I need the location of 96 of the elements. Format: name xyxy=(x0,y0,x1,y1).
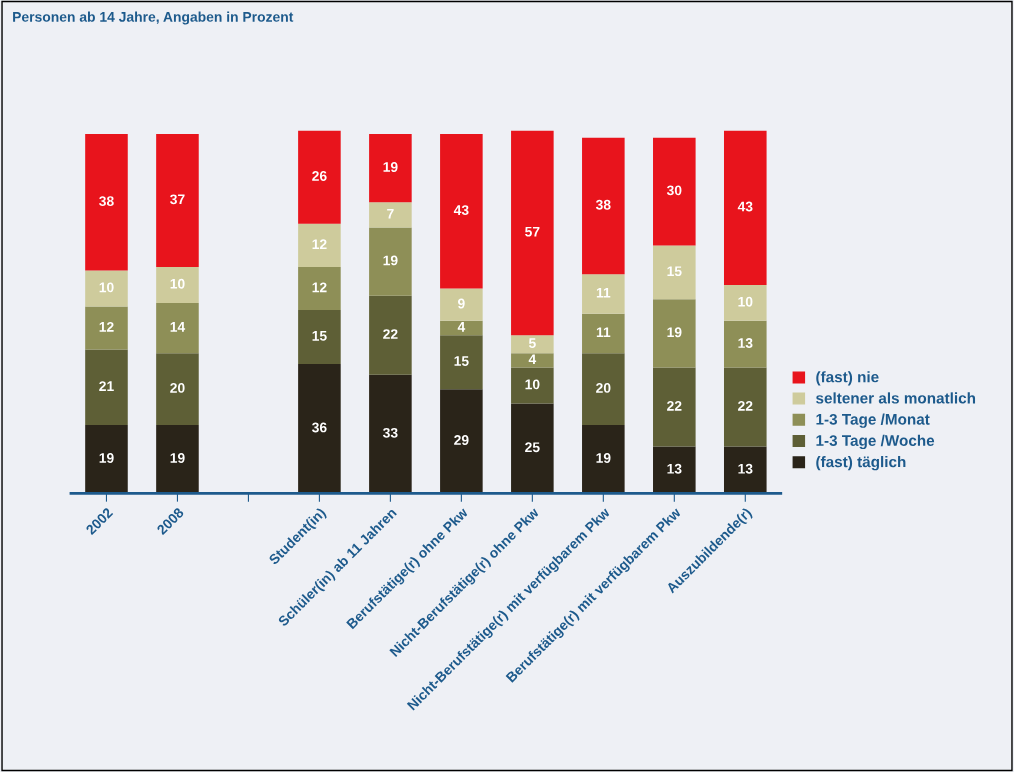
data-label: 20 xyxy=(170,383,185,393)
data-label: 4 xyxy=(457,322,466,332)
bar xyxy=(156,266,199,303)
data-label: 5 xyxy=(528,338,536,348)
data-label: 57 xyxy=(525,226,540,237)
data-label: 15 xyxy=(312,331,327,341)
bar xyxy=(369,374,412,494)
bar xyxy=(85,349,128,426)
data-label: 21 xyxy=(99,381,114,391)
data-label: 20 xyxy=(596,383,611,393)
data-label: 11 xyxy=(596,287,611,298)
data-label: 13 xyxy=(738,463,753,474)
data-label: 14 xyxy=(170,322,186,332)
legend-label: (fast) täglich xyxy=(816,456,906,471)
bar xyxy=(440,335,483,390)
bar xyxy=(511,130,554,336)
data-label: 33 xyxy=(382,427,398,438)
data-label: 38 xyxy=(99,196,114,207)
legend-label: seltener als monatlich xyxy=(816,392,976,404)
bar xyxy=(582,313,625,354)
bar xyxy=(298,266,341,311)
data-label: 12 xyxy=(312,239,327,250)
bar xyxy=(156,134,199,267)
bar xyxy=(85,270,128,307)
bar xyxy=(298,310,341,364)
data-label: 22 xyxy=(738,400,753,411)
bar xyxy=(156,302,199,354)
bar xyxy=(85,134,128,271)
legend-label: (fast) nie xyxy=(816,371,879,386)
data-label: 4 xyxy=(528,354,537,364)
data-label: 10 xyxy=(525,379,540,390)
data-label: 10 xyxy=(99,282,114,293)
data-label: 30 xyxy=(666,185,682,196)
bar xyxy=(653,446,696,494)
bar xyxy=(511,335,554,354)
bar xyxy=(511,403,554,494)
data-label: 15 xyxy=(667,266,682,277)
data-label: 7 xyxy=(387,208,394,219)
data-label: 38 xyxy=(595,199,611,210)
data-label: 19 xyxy=(99,453,114,463)
bar xyxy=(440,389,483,494)
bar xyxy=(653,299,696,368)
bar xyxy=(724,320,767,368)
data-label: 22 xyxy=(383,329,398,339)
bar xyxy=(511,353,554,368)
data-label: 19 xyxy=(170,453,185,463)
data-label: 19 xyxy=(383,162,398,172)
bar xyxy=(369,202,412,228)
data-label: 19 xyxy=(383,255,398,266)
chart-title: Personen ab 14 Jahre, Angaben in Prozent xyxy=(13,11,294,25)
bar xyxy=(582,274,625,314)
data-label: 19 xyxy=(596,453,611,463)
bar xyxy=(85,306,128,350)
bar xyxy=(369,134,412,203)
bar xyxy=(724,367,767,447)
bar xyxy=(582,137,625,275)
bar xyxy=(440,134,483,289)
data-label: 43 xyxy=(737,201,753,212)
bar xyxy=(724,130,767,285)
data-label: 12 xyxy=(312,282,327,293)
bar xyxy=(298,130,341,224)
data-label: 37 xyxy=(170,194,185,205)
bar xyxy=(724,284,767,321)
data-label: 43 xyxy=(453,205,469,216)
bar xyxy=(724,446,767,494)
data-label: 26 xyxy=(312,171,327,181)
data-label: 25 xyxy=(525,442,540,453)
legend-label: 1-3 Tage /Woche xyxy=(816,434,935,450)
bar xyxy=(582,353,625,426)
data-label: 15 xyxy=(454,356,469,366)
data-label: 36 xyxy=(312,422,327,433)
data-label: 12 xyxy=(99,321,114,332)
bar xyxy=(440,320,483,336)
data-label: 9 xyxy=(457,298,465,309)
bar xyxy=(156,425,199,494)
bar xyxy=(582,425,625,494)
bar xyxy=(653,137,696,246)
legend-label: 1-3 Tage /Monat xyxy=(816,413,930,428)
bar xyxy=(653,245,696,300)
bar xyxy=(298,363,341,494)
bar xyxy=(653,367,696,447)
data-label: 10 xyxy=(738,296,753,307)
bar xyxy=(440,288,483,321)
bar xyxy=(156,353,199,426)
data-label: 10 xyxy=(170,278,185,289)
bar xyxy=(369,227,412,296)
bar xyxy=(511,367,554,404)
data-label: 22 xyxy=(667,400,682,411)
bar xyxy=(369,295,412,375)
data-label: 13 xyxy=(738,338,753,348)
data-label: 19 xyxy=(667,327,682,338)
bar xyxy=(85,425,128,494)
bar xyxy=(298,223,341,267)
data-label: 13 xyxy=(667,463,682,474)
data-label: 29 xyxy=(454,435,469,445)
data-label: 11 xyxy=(596,327,611,338)
